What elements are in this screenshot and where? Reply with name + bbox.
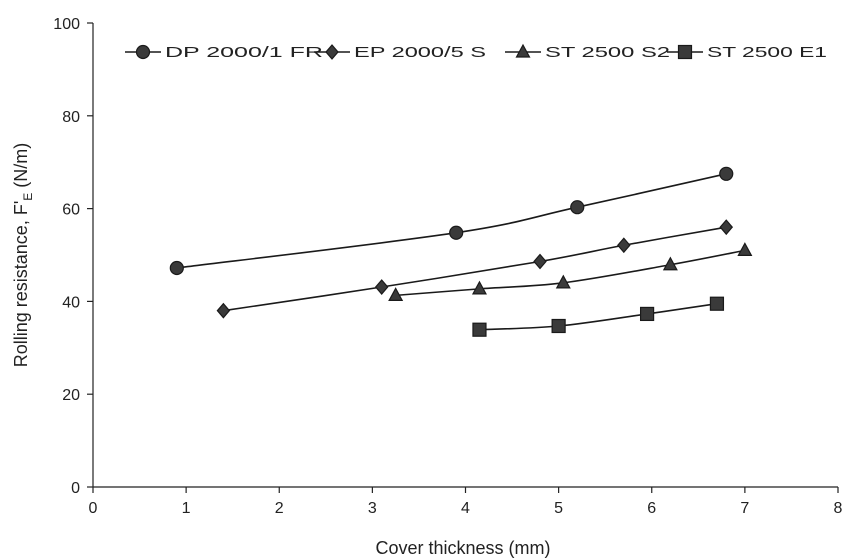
legend-entry-2: EP 2000/5 S <box>314 44 486 61</box>
series-line <box>479 302 718 331</box>
legend-label: EP 2000/5 S <box>354 44 486 61</box>
legend: DP 2000/1 FR EP 2000/5 S ST 2500 S2 ST 2500… <box>125 43 827 61</box>
data-point <box>719 166 734 181</box>
data-point <box>533 253 547 270</box>
x-tick-label: 2 <box>275 500 284 517</box>
y-tick-label: 40 <box>62 294 80 311</box>
y-axis-title: Rolling resistance, F'E (N/m) <box>11 143 35 368</box>
legend-entry-1: DP 2000/1 FR <box>125 44 323 61</box>
x-tick-label: 1 <box>182 500 191 517</box>
x-tick-label: 4 <box>461 500 470 517</box>
series-line <box>176 173 727 269</box>
series-2 <box>216 219 734 319</box>
series-1 <box>169 166 734 276</box>
series-3 <box>388 242 753 301</box>
data-point <box>617 237 631 254</box>
axes: 0 20 40 60 80 100 0 1 2 3 4 5 6 7 8 <box>53 16 842 517</box>
data-point <box>551 318 566 334</box>
y-tick-label: 60 <box>62 202 80 219</box>
y-axis-title-unit: (N/m) <box>11 143 31 193</box>
data-point <box>662 256 678 271</box>
data-point <box>388 287 404 301</box>
data-point <box>374 279 389 295</box>
legend-marker <box>135 44 151 60</box>
data-point <box>449 225 464 240</box>
series-line <box>223 226 727 312</box>
y-tick-label: 100 <box>53 16 80 33</box>
y-axis-title-main: Rolling resistance, F' <box>11 201 31 368</box>
y-axis-title-subscript: E <box>21 193 35 201</box>
data-point <box>471 280 487 295</box>
data-point <box>709 296 725 311</box>
legend-label: ST 2500 S2 <box>545 44 670 61</box>
series-layer <box>169 166 753 337</box>
data-point <box>639 306 655 322</box>
legend-entry-4: ST 2500 E1 <box>667 44 827 61</box>
data-point <box>169 260 184 276</box>
legend-marker <box>515 43 531 58</box>
x-axis-title: Cover thickness (mm) <box>375 538 550 558</box>
data-point <box>555 274 571 289</box>
y-tick-label: 0 <box>71 480 80 497</box>
series-4 <box>472 296 725 337</box>
x-tick-label: 3 <box>368 500 377 517</box>
data-point <box>216 302 231 319</box>
data-point <box>737 242 753 256</box>
data-point <box>719 219 734 236</box>
data-point <box>570 200 585 215</box>
y-tick-label: 20 <box>62 387 80 404</box>
legend-entry-3: ST 2500 S2 <box>505 43 670 61</box>
x-tick-label: 7 <box>740 500 749 517</box>
legend-label: DP 2000/1 FR <box>165 44 323 61</box>
series-line <box>395 249 746 297</box>
data-point <box>472 322 487 337</box>
y-tick-label: 80 <box>62 109 80 126</box>
x-tick-label: 6 <box>647 500 656 517</box>
legend-marker <box>677 44 693 60</box>
legend-label: ST 2500 E1 <box>707 44 827 61</box>
x-tick-label: 8 <box>834 500 843 517</box>
legend-marker <box>325 44 339 60</box>
x-tick-label: 5 <box>554 500 563 517</box>
x-tick-label: 0 <box>89 500 98 517</box>
